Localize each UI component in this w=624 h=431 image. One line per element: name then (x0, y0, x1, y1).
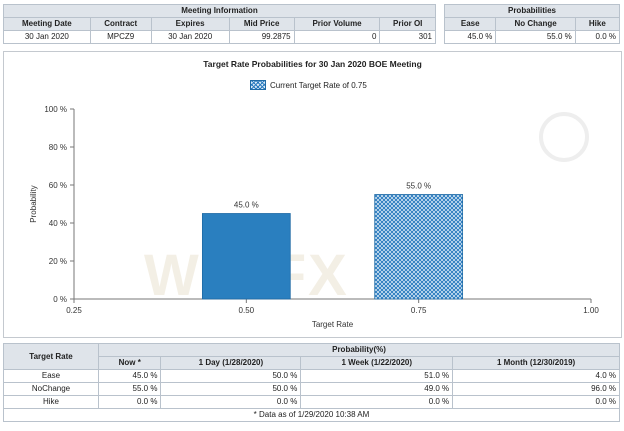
cell-now: 45.0 % (97, 369, 162, 383)
y-tick-label: 0 % (53, 295, 67, 304)
x-tick-label: 0.75 (411, 306, 427, 315)
watermark-logo-icon (539, 112, 589, 162)
col-now[interactable]: Now * (97, 356, 162, 370)
col-mid-price[interactable]: Mid Price (228, 17, 295, 31)
col-prior-volume[interactable]: Prior Volume (293, 17, 381, 31)
cell-1-week: 0.0 % (300, 395, 454, 409)
legend-swatch-icon (250, 80, 266, 90)
cell-1-week: 49.0 % (300, 382, 454, 396)
cell-1-month: 96.0 % (452, 382, 620, 396)
table-row: NoChange 55.0 % 50.0 % 49.0 % 96.0 % (3, 382, 620, 396)
probability-group-header: Probability(%) (98, 343, 620, 357)
x-tick-label: 0.25 (66, 306, 82, 315)
chart-legend[interactable]: Current Target Rate of 0.75 (250, 80, 367, 90)
col-expires[interactable]: Expires (150, 17, 230, 31)
bar (374, 194, 464, 300)
mid-price-value: 99.2875 (228, 30, 295, 44)
cell-1-day: 50.0 % (160, 382, 302, 396)
expires-value: 30 Jan 2020 (150, 30, 230, 44)
cell-1-day: 0.0 % (160, 395, 302, 409)
col-hike[interactable]: Hike (574, 17, 621, 31)
footnote: * Data as of 1/29/2020 10:38 AM (3, 408, 620, 422)
cell-1-week: 51.0 % (300, 369, 454, 383)
probability-history-table: Target Rate Probability(%) Now * 1 Day (… (3, 343, 620, 422)
bar-value-label: 45.0 % (234, 201, 259, 210)
no-change-value: 55.0 % (495, 30, 576, 44)
col-1-day[interactable]: 1 Day (1/28/2020) (160, 356, 302, 370)
col-ease[interactable]: Ease (443, 17, 497, 31)
col-1-month[interactable]: 1 Month (12/30/2019) (452, 356, 620, 370)
cell-1-month: 4.0 % (452, 369, 620, 383)
probabilities-header: Probabilities (444, 4, 620, 18)
y-axis-label: Probability (29, 185, 38, 222)
cell-1-month: 0.0 % (452, 395, 620, 409)
meeting-info-header: Meeting Information (3, 4, 436, 18)
row-label: Hike (3, 395, 99, 409)
x-axis-label: Target Rate (312, 320, 354, 329)
cell-now: 55.0 % (97, 382, 162, 396)
hike-value: 0.0 % (574, 30, 621, 44)
y-tick-label: 20 % (49, 257, 67, 266)
meeting-date-value: 30 Jan 2020 (3, 30, 91, 44)
y-tick-label: 40 % (49, 219, 67, 228)
cell-now: 0.0 % (97, 395, 162, 409)
col-contract[interactable]: Contract (89, 17, 152, 31)
col-no-change[interactable]: No Change (495, 17, 576, 31)
x-tick-label: 1.00 (583, 306, 599, 315)
y-tick-label: 100 % (44, 105, 67, 114)
legend-label: Current Target Rate of 0.75 (270, 80, 367, 90)
table-row: Ease 45.0 % 50.0 % 51.0 % 4.0 % (3, 369, 620, 383)
bar-value-label: 55.0 % (406, 182, 431, 191)
meeting-info-table: Meeting Information Meeting Date Contrac… (3, 4, 436, 44)
probabilities-table: Probabilities Ease No Change Hike 45.0 %… (443, 4, 621, 44)
y-tick-label: 80 % (49, 143, 67, 152)
row-label: Ease (3, 369, 99, 383)
ease-value: 45.0 % (443, 30, 497, 44)
bar (201, 213, 291, 300)
table-row: Hike 0.0 % 0.0 % 0.0 % 0.0 % (3, 395, 620, 409)
chart-title: Target Rate Probabilities for 30 Jan 202… (203, 59, 422, 69)
col-1-week[interactable]: 1 Week (1/22/2020) (300, 356, 454, 370)
contract-value: MPCZ9 (89, 30, 152, 44)
col-prior-oi[interactable]: Prior OI (379, 17, 436, 31)
x-tick-label: 0.50 (239, 306, 255, 315)
cell-1-day: 50.0 % (160, 369, 302, 383)
y-tick-label: 60 % (49, 181, 67, 190)
prior-oi-value: 301 (379, 30, 436, 44)
col-target-rate[interactable]: Target Rate (3, 343, 99, 370)
row-label: NoChange (3, 382, 99, 396)
chart-panel: WikiFX Target Rate Probabilities for 30 … (3, 51, 622, 338)
prior-volume-value: 0 (293, 30, 381, 44)
col-meeting-date[interactable]: Meeting Date (3, 17, 91, 31)
bar-chart: 0 % 20 % 40 % 60 % 80 % 100 % 0.25 0.50 0.75 1.00… (29, 105, 599, 329)
